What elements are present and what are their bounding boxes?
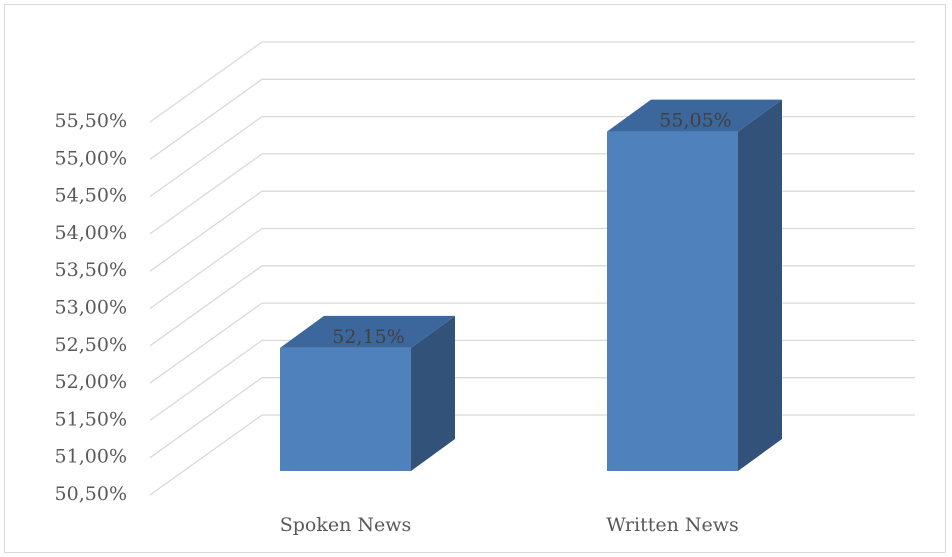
y-tick-label: 51,50%	[55, 408, 127, 430]
y-tick-label: 52,50%	[55, 334, 127, 356]
bar	[280, 347, 411, 471]
y-tick-label: 55,00%	[55, 147, 127, 169]
bar	[607, 131, 738, 471]
y-tick-label: 53,50%	[55, 259, 127, 281]
grid-line	[149, 190, 263, 272]
y-tick-label: 54,50%	[55, 185, 127, 207]
grid-line	[149, 339, 263, 421]
grid-line	[149, 377, 263, 459]
y-tick-label: 52,00%	[55, 371, 127, 393]
bar-side	[411, 315, 455, 471]
grid-line	[149, 78, 263, 160]
grid-line	[149, 116, 263, 198]
grid-line	[149, 302, 263, 384]
chart-border	[4, 4, 946, 553]
data-label: 55,05%	[659, 110, 731, 132]
y-tick-label: 51,00%	[55, 446, 127, 468]
grid-line	[149, 227, 263, 310]
bar-top	[280, 315, 455, 348]
grid-line	[149, 265, 263, 347]
y-tick-label: 50,50%	[55, 483, 127, 505]
x-tick-label: Written News	[606, 514, 739, 536]
x-tick-label: Spoken News	[280, 514, 412, 536]
grid-line	[149, 153, 263, 235]
y-tick-label: 54,00%	[55, 222, 127, 244]
bar-top	[607, 99, 782, 132]
y-tick-label: 53,00%	[55, 297, 127, 319]
bar-side	[738, 99, 782, 471]
grid-line	[149, 414, 263, 496]
y-tick-label: 55,50%	[55, 110, 127, 132]
grid-line	[149, 41, 263, 123]
data-label: 52,15%	[332, 326, 404, 348]
